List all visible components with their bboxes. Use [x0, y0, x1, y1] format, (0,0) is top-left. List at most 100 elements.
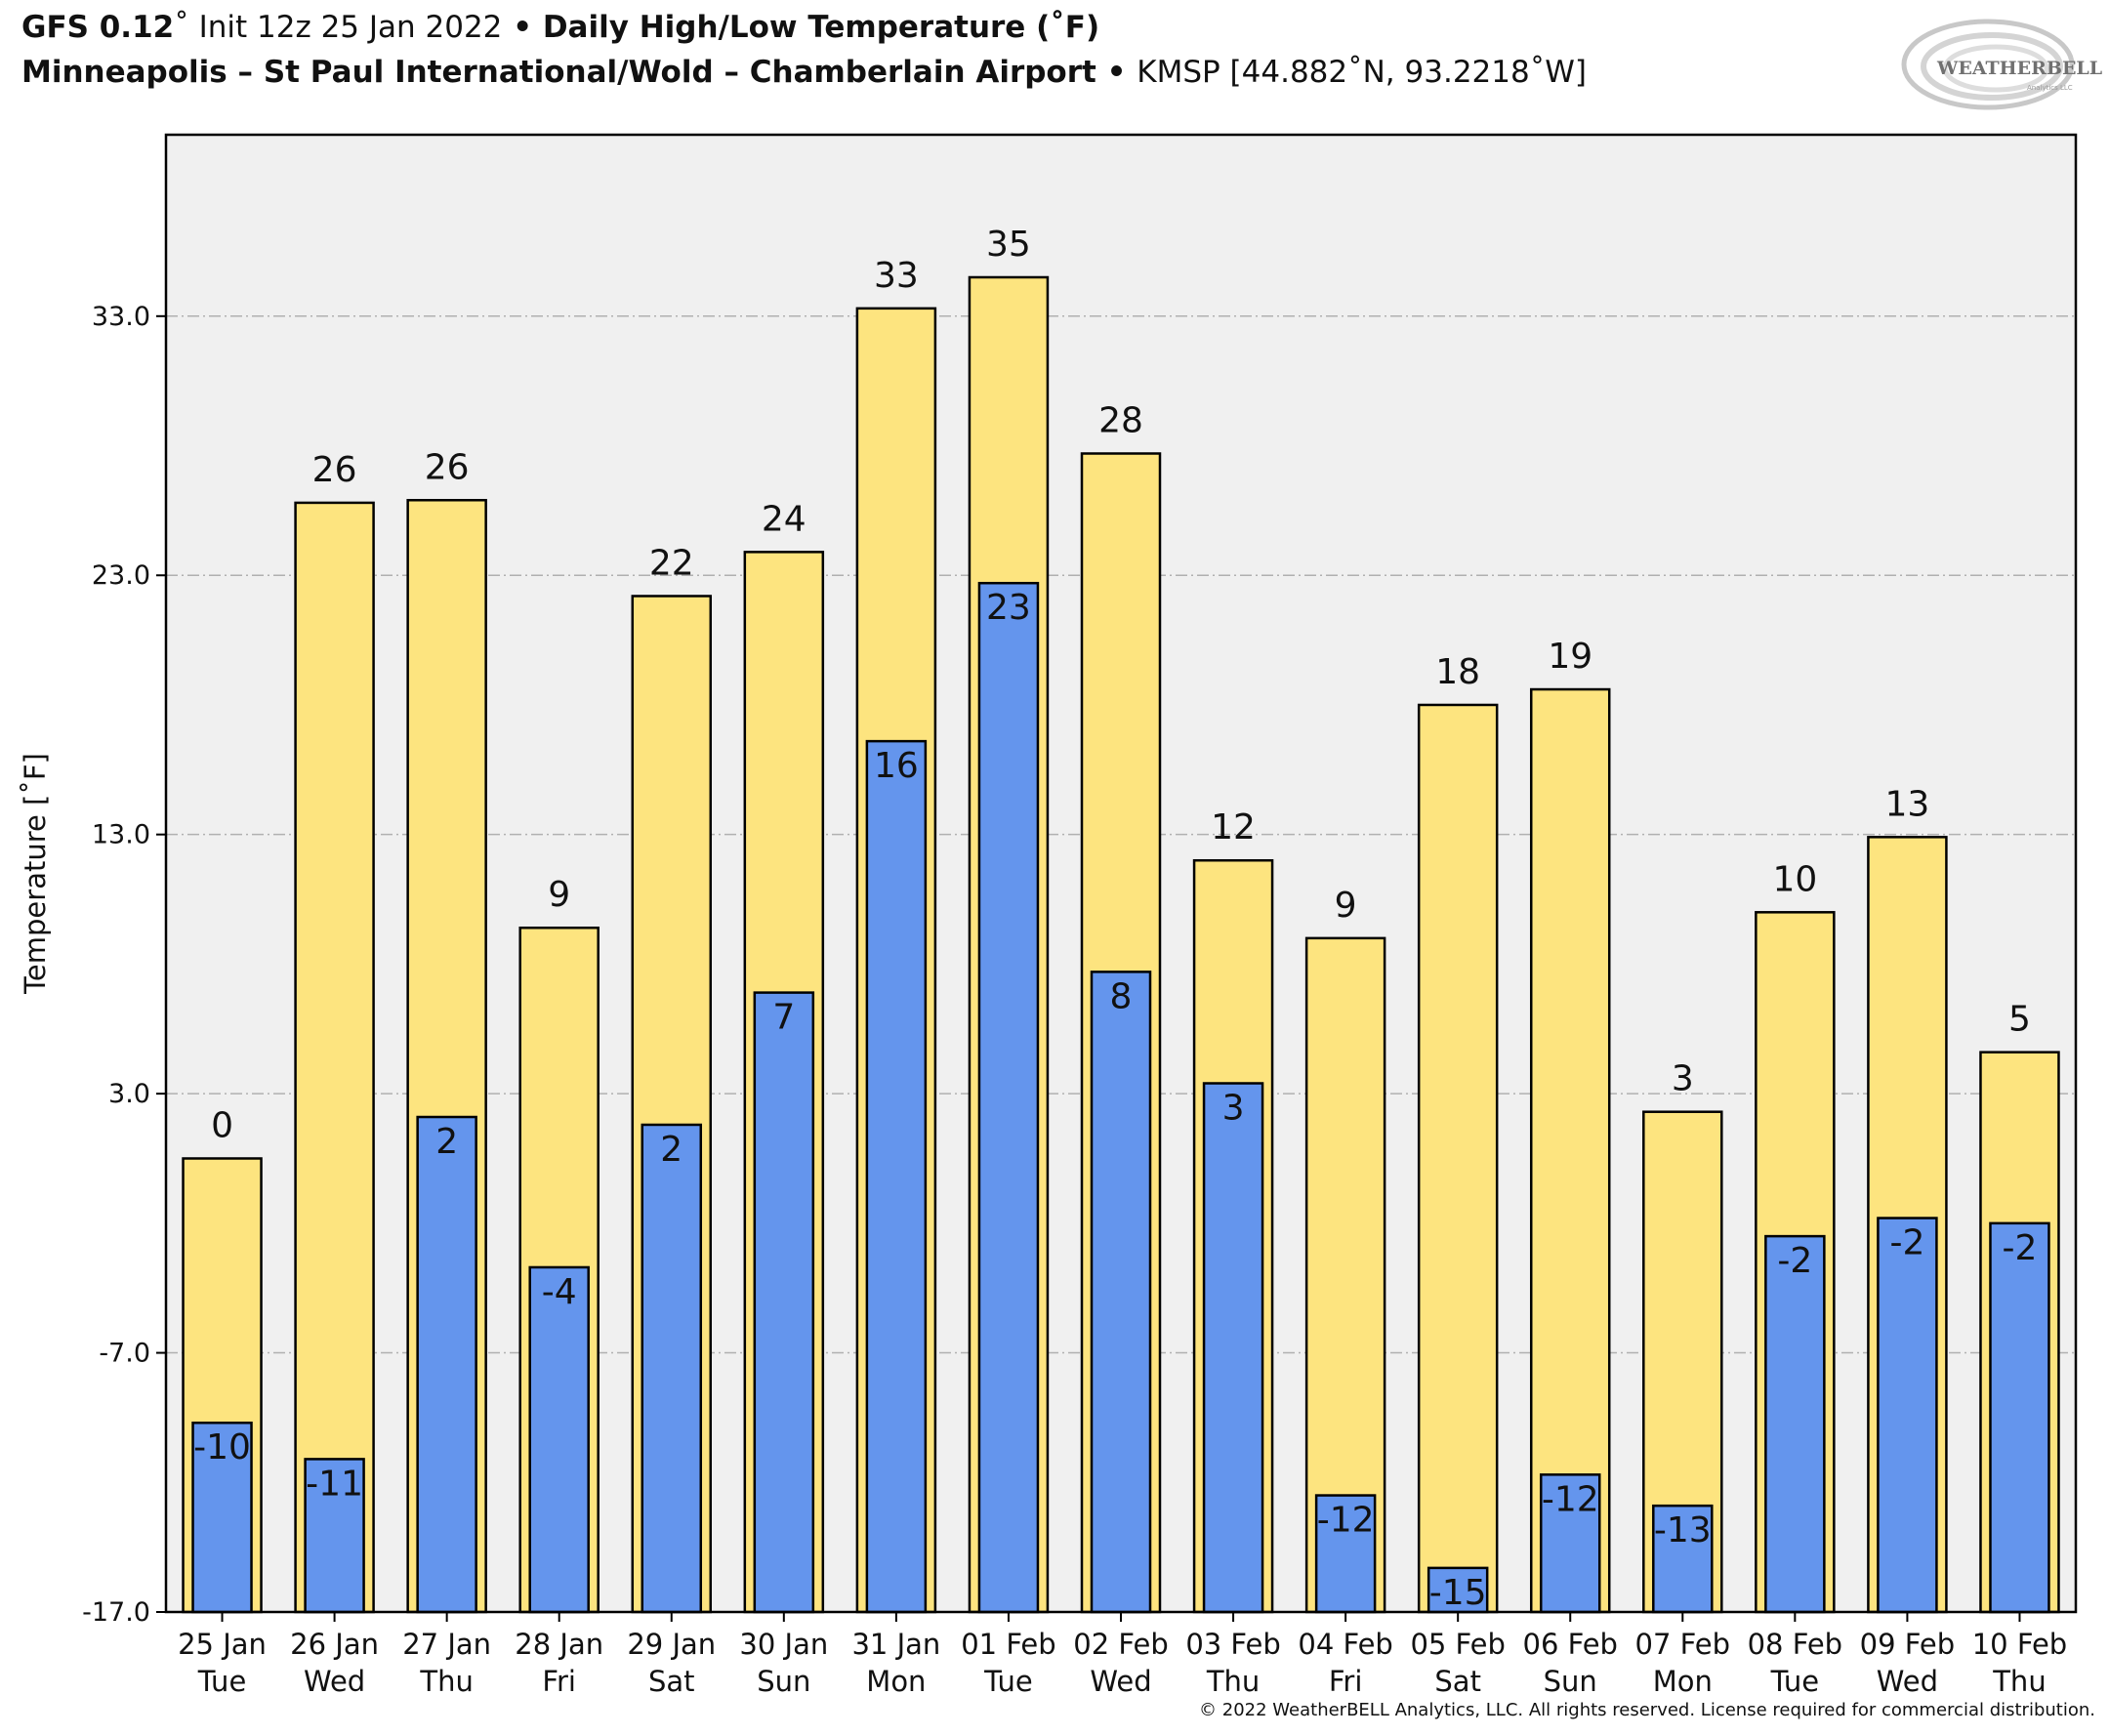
x-tick-day-label: Tue	[983, 1665, 1033, 1698]
low-temp-bar	[865, 739, 928, 1614]
axes: -17.0 -7.0 3.0 13.0 23.0 33.0 25 Jan Tue 26 Jan W…	[82, 302, 2067, 1698]
low-temp-bar	[528, 1265, 590, 1614]
low-temp-label: 7	[772, 998, 795, 1038]
x-tick-day-label: Tue	[197, 1665, 247, 1698]
low-temp-bar	[753, 991, 815, 1614]
y-axis-label: Temperature [˚F]	[19, 753, 52, 995]
logo-text: WEATHERBELL	[1936, 58, 2102, 79]
low-temp-bar	[1764, 1234, 1826, 1614]
title-bullet: •	[502, 10, 543, 45]
x-tick-day-label: Mon	[866, 1665, 926, 1698]
low-temp-label: -2	[2003, 1228, 2038, 1268]
low-temp-label: 23	[986, 588, 1031, 628]
high-temp-label: 9	[1335, 886, 1357, 926]
low-temp-bar	[304, 1458, 365, 1614]
x-tick-date-label: 27 Jan	[402, 1628, 491, 1661]
low-temp-label: 2	[435, 1122, 458, 1162]
x-tick-day-label: Wed	[1877, 1665, 1938, 1698]
y-tick-label: -7.0	[99, 1339, 150, 1369]
low-temp-label: -2	[1889, 1223, 1924, 1263]
title-model: GFS 0.12	[21, 10, 175, 45]
low-temp-label: -10	[193, 1427, 251, 1467]
high-temp-bar	[294, 501, 375, 1614]
title-main: Daily High/Low Temperature (˚F)	[542, 10, 1100, 45]
low-temp-bar	[1877, 1217, 1938, 1614]
x-tick-date-label: 28 Jan	[515, 1628, 603, 1661]
x-tick-date-label: 08 Feb	[1748, 1628, 1842, 1661]
x-tick-date-label: 04 Feb	[1298, 1628, 1392, 1661]
y-tick-label: 23.0	[92, 560, 150, 591]
x-tick-date-label: 01 Feb	[961, 1628, 1055, 1661]
station-bullet: •	[1096, 55, 1137, 90]
x-tick-date-label: 31 Jan	[851, 1628, 940, 1661]
x-tick-date-label: 09 Feb	[1860, 1628, 1955, 1661]
low-temp-label: 2	[660, 1130, 682, 1170]
x-tick-day-label: Sun	[1544, 1665, 1597, 1698]
copyright-notice: © 2022 WeatherBELL Analytics, LLC. All r…	[1199, 1700, 2095, 1720]
high-temp-label: 5	[2008, 1000, 2031, 1040]
x-tick-date-label: 02 Feb	[1073, 1628, 1168, 1661]
x-tick-day-label: Wed	[1090, 1665, 1151, 1698]
station-id: KMSP [44.882˚N, 93.2218˚W]	[1137, 55, 1587, 90]
high-temp-label: 18	[1435, 652, 1480, 692]
low-temp-label: -11	[306, 1464, 363, 1504]
high-temp-label: 9	[548, 875, 570, 915]
x-tick-day-label: Mon	[1653, 1665, 1713, 1698]
high-temp-label: 19	[1548, 637, 1592, 677]
chart-title: GFS 0.12˚ Init 12z 25 Jan 2022 • Daily H…	[21, 10, 1099, 45]
low-temp-bar	[1652, 1504, 1714, 1614]
y-tick-label: 13.0	[92, 820, 150, 850]
x-tick-day-label: Thu	[419, 1665, 473, 1698]
high-temp-label: 33	[874, 256, 919, 296]
low-temp-bar	[1427, 1566, 1489, 1614]
x-tick-date-label: 07 Feb	[1635, 1628, 1730, 1661]
x-tick-day-label: Fri	[542, 1665, 576, 1698]
low-temp-label: 3	[1222, 1089, 1245, 1129]
low-temp-bar	[1989, 1221, 2050, 1614]
high-temp-label: 28	[1098, 400, 1143, 440]
logo-subtext: Analytics LLC	[2027, 84, 2073, 92]
x-tick-day-label: Fri	[1329, 1665, 1363, 1698]
high-temp-bar	[1417, 703, 1499, 1614]
x-tick-date-label: 06 Feb	[1523, 1628, 1618, 1661]
low-temp-bar	[416, 1115, 477, 1614]
plot-frame	[164, 133, 2078, 1614]
low-temp-bar	[1202, 1082, 1264, 1614]
low-temp-label: -12	[1542, 1479, 1599, 1519]
high-temp-label: 35	[986, 225, 1031, 265]
high-temp-label: 26	[425, 447, 470, 487]
low-temp-label: -15	[1429, 1573, 1487, 1613]
x-tick-day-label: Thu	[1992, 1665, 2046, 1698]
x-tick-day-label: Sat	[648, 1665, 695, 1698]
low-temp-label: -2	[1777, 1241, 1812, 1281]
x-tick-day-label: Sun	[757, 1665, 810, 1698]
x-tick-date-label: 10 Feb	[1972, 1628, 2067, 1661]
high-temp-label: 3	[1672, 1059, 1694, 1099]
low-temp-label: 8	[1110, 976, 1133, 1016]
high-temp-label: 0	[211, 1105, 233, 1145]
low-temp-bar	[1090, 971, 1152, 1614]
y-tick-label: -17.0	[82, 1597, 150, 1628]
x-tick-date-label: 30 Jan	[739, 1628, 828, 1661]
y-tick-label: 3.0	[108, 1079, 150, 1109]
high-temp-label: 24	[762, 499, 806, 539]
high-temp-label: 12	[1211, 807, 1256, 847]
x-tick-day-label: Thu	[1206, 1665, 1260, 1698]
x-tick-date-label: 03 Feb	[1185, 1628, 1280, 1661]
low-temp-bar	[977, 581, 1040, 1614]
bars	[182, 275, 2060, 1614]
high-temp-label: 10	[1772, 859, 1817, 899]
weatherbell-logo: WEATHERBELL Analytics LLC	[1901, 19, 2102, 110]
x-tick-date-label: 29 Jan	[627, 1628, 716, 1661]
title-init: ˚ Init 12z 25 Jan 2022	[174, 10, 503, 45]
x-tick-day-label: Sat	[1434, 1665, 1481, 1698]
high-temp-label: 26	[312, 450, 357, 490]
x-tick-day-label: Wed	[304, 1665, 365, 1698]
x-tick-date-label: 05 Feb	[1410, 1628, 1505, 1661]
station-name: Minneapolis – St Paul International/Wold…	[21, 55, 1096, 90]
low-temp-label: -13	[1654, 1510, 1712, 1550]
low-temp-bar	[1539, 1473, 1601, 1614]
high-temp-label: 22	[649, 543, 694, 583]
y-tick-label: 33.0	[92, 302, 150, 332]
